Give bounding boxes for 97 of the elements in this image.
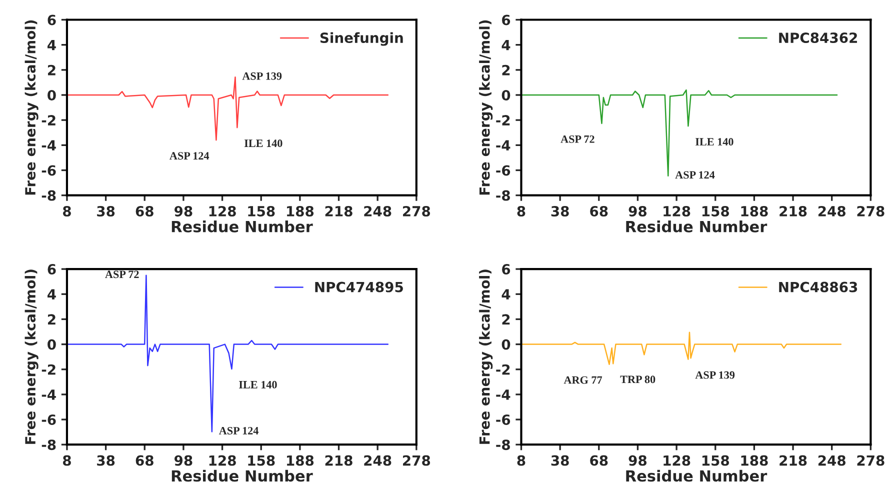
- annotation: ASP 139: [695, 371, 735, 379]
- x-tick-label: 128: [209, 455, 236, 466]
- x-tick-label: 68: [590, 455, 608, 466]
- x-tick-label: 278: [403, 206, 430, 216]
- x-tick-label: 248: [818, 455, 846, 466]
- x-tick-label: 38: [97, 455, 115, 466]
- x-tick-label: 218: [780, 206, 807, 216]
- y-tick-label: -2: [42, 115, 56, 126]
- annotation: ASP 139: [242, 72, 282, 80]
- annotation: TRP 80: [620, 376, 656, 384]
- legend-label: NPC474895: [315, 282, 403, 292]
- y-tick-label: 6: [502, 14, 510, 26]
- y-tick-label: 6: [48, 264, 56, 275]
- x-tick-label: 8: [517, 206, 526, 216]
- y-axis-title: Free energy (kcal/mol): [24, 270, 38, 444]
- y-tick-label: -6: [42, 165, 56, 176]
- x-axis-title: Residue Number: [172, 470, 313, 482]
- x-tick-label: 68: [590, 206, 608, 216]
- x-tick-label: 8: [517, 455, 526, 466]
- x-tick-label: 188: [741, 455, 768, 466]
- y-tick-label: -8: [42, 190, 56, 201]
- y-tick-label: -4: [496, 390, 510, 400]
- x-tick-label: 98: [174, 455, 192, 466]
- x-tick-label: 278: [857, 206, 884, 216]
- y-tick-label: -4: [42, 140, 56, 150]
- x-tick-label: 68: [136, 206, 154, 216]
- y-tick-label: 2: [502, 314, 510, 324]
- x-tick-label: 158: [702, 455, 730, 466]
- y-tick-label: 4: [48, 289, 56, 300]
- y-tick-label: 4: [502, 40, 510, 50]
- y-axis-title: Free energy (kcal/mol): [24, 20, 38, 195]
- annotation: ILE 140: [239, 380, 277, 388]
- y-tick-label: -8: [496, 190, 510, 201]
- y-tick-label: -6: [496, 165, 510, 176]
- x-tick-label: 38: [551, 455, 569, 466]
- x-tick-label: 158: [702, 206, 730, 216]
- y-tick-label: -2: [496, 115, 510, 126]
- x-tick-label: 128: [664, 455, 690, 466]
- y-tick-label: -2: [42, 364, 56, 375]
- annotation: ASP 72: [105, 270, 139, 278]
- y-tick-label: -6: [496, 414, 510, 425]
- y-tick-label: 0: [502, 90, 510, 100]
- annotation: ARG 77: [564, 376, 602, 384]
- legend-label: Sinefungin: [320, 32, 403, 46]
- x-tick-label: 278: [857, 455, 884, 466]
- x-tick-label: 218: [780, 455, 807, 466]
- y-tick-label: 2: [48, 314, 56, 324]
- y-axis-title: Free energy (kcal/mol): [479, 20, 493, 195]
- x-tick-label: 188: [741, 206, 768, 216]
- x-tick-label: 68: [136, 455, 154, 466]
- x-tick-label: 128: [209, 206, 236, 216]
- annotation: ILE 140: [244, 140, 282, 148]
- x-axis-title: Residue Number: [626, 470, 768, 482]
- x-tick-label: 248: [364, 455, 392, 466]
- y-tick-label: 6: [502, 264, 510, 275]
- annotation: ILE 140: [696, 138, 734, 146]
- x-axis-title: Residue Number: [626, 220, 768, 232]
- y-tick-label: 0: [48, 90, 56, 100]
- x-tick-label: 38: [551, 206, 569, 216]
- y-tick-label: -8: [496, 440, 510, 450]
- y-tick-label: 2: [502, 64, 510, 76]
- y-tick-label: -4: [496, 140, 510, 150]
- x-tick-label: 98: [174, 206, 192, 216]
- x-tick-label: 278: [403, 455, 430, 466]
- x-tick-label: 158: [248, 206, 275, 216]
- y-axis-title: Free energy (kcal/mol): [479, 270, 493, 444]
- annotation: ASP 124: [675, 171, 715, 179]
- x-tick-label: 158: [248, 455, 275, 466]
- x-tick-label: 188: [287, 206, 314, 216]
- x-tick-label: 218: [325, 455, 352, 466]
- x-tick-label: 8: [62, 206, 71, 216]
- x-tick-label: 128: [664, 206, 690, 216]
- y-tick-label: -4: [42, 390, 56, 400]
- y-tick-label: 6: [48, 14, 56, 26]
- y-tick-label: -6: [42, 414, 56, 425]
- y-tick-label: -2: [496, 364, 510, 375]
- annotation: ASP 124: [218, 427, 258, 434]
- annotation: ASP 72: [560, 135, 594, 143]
- legend-label: NPC48863: [779, 282, 858, 292]
- x-tick-label: 38: [97, 206, 115, 216]
- x-tick-label: 188: [287, 455, 314, 466]
- y-tick-label: 4: [502, 289, 510, 300]
- line-series: [521, 332, 842, 365]
- x-tick-label: 98: [628, 455, 647, 466]
- y-tick-label: 0: [48, 339, 56, 350]
- x-axis-title: Residue Number: [172, 220, 313, 232]
- x-tick-label: 98: [628, 206, 647, 216]
- x-tick-label: 8: [62, 455, 71, 466]
- x-tick-label: 218: [325, 206, 352, 216]
- annotation: ASP 124: [170, 152, 210, 160]
- x-tick-label: 248: [818, 206, 846, 216]
- x-tick-label: 248: [364, 206, 392, 216]
- legend-label: NPC84362: [779, 32, 857, 44]
- y-tick-label: 2: [48, 64, 56, 76]
- y-tick-label: 0: [502, 339, 510, 350]
- y-tick-label: 4: [48, 40, 56, 50]
- y-tick-label: -8: [42, 440, 56, 450]
